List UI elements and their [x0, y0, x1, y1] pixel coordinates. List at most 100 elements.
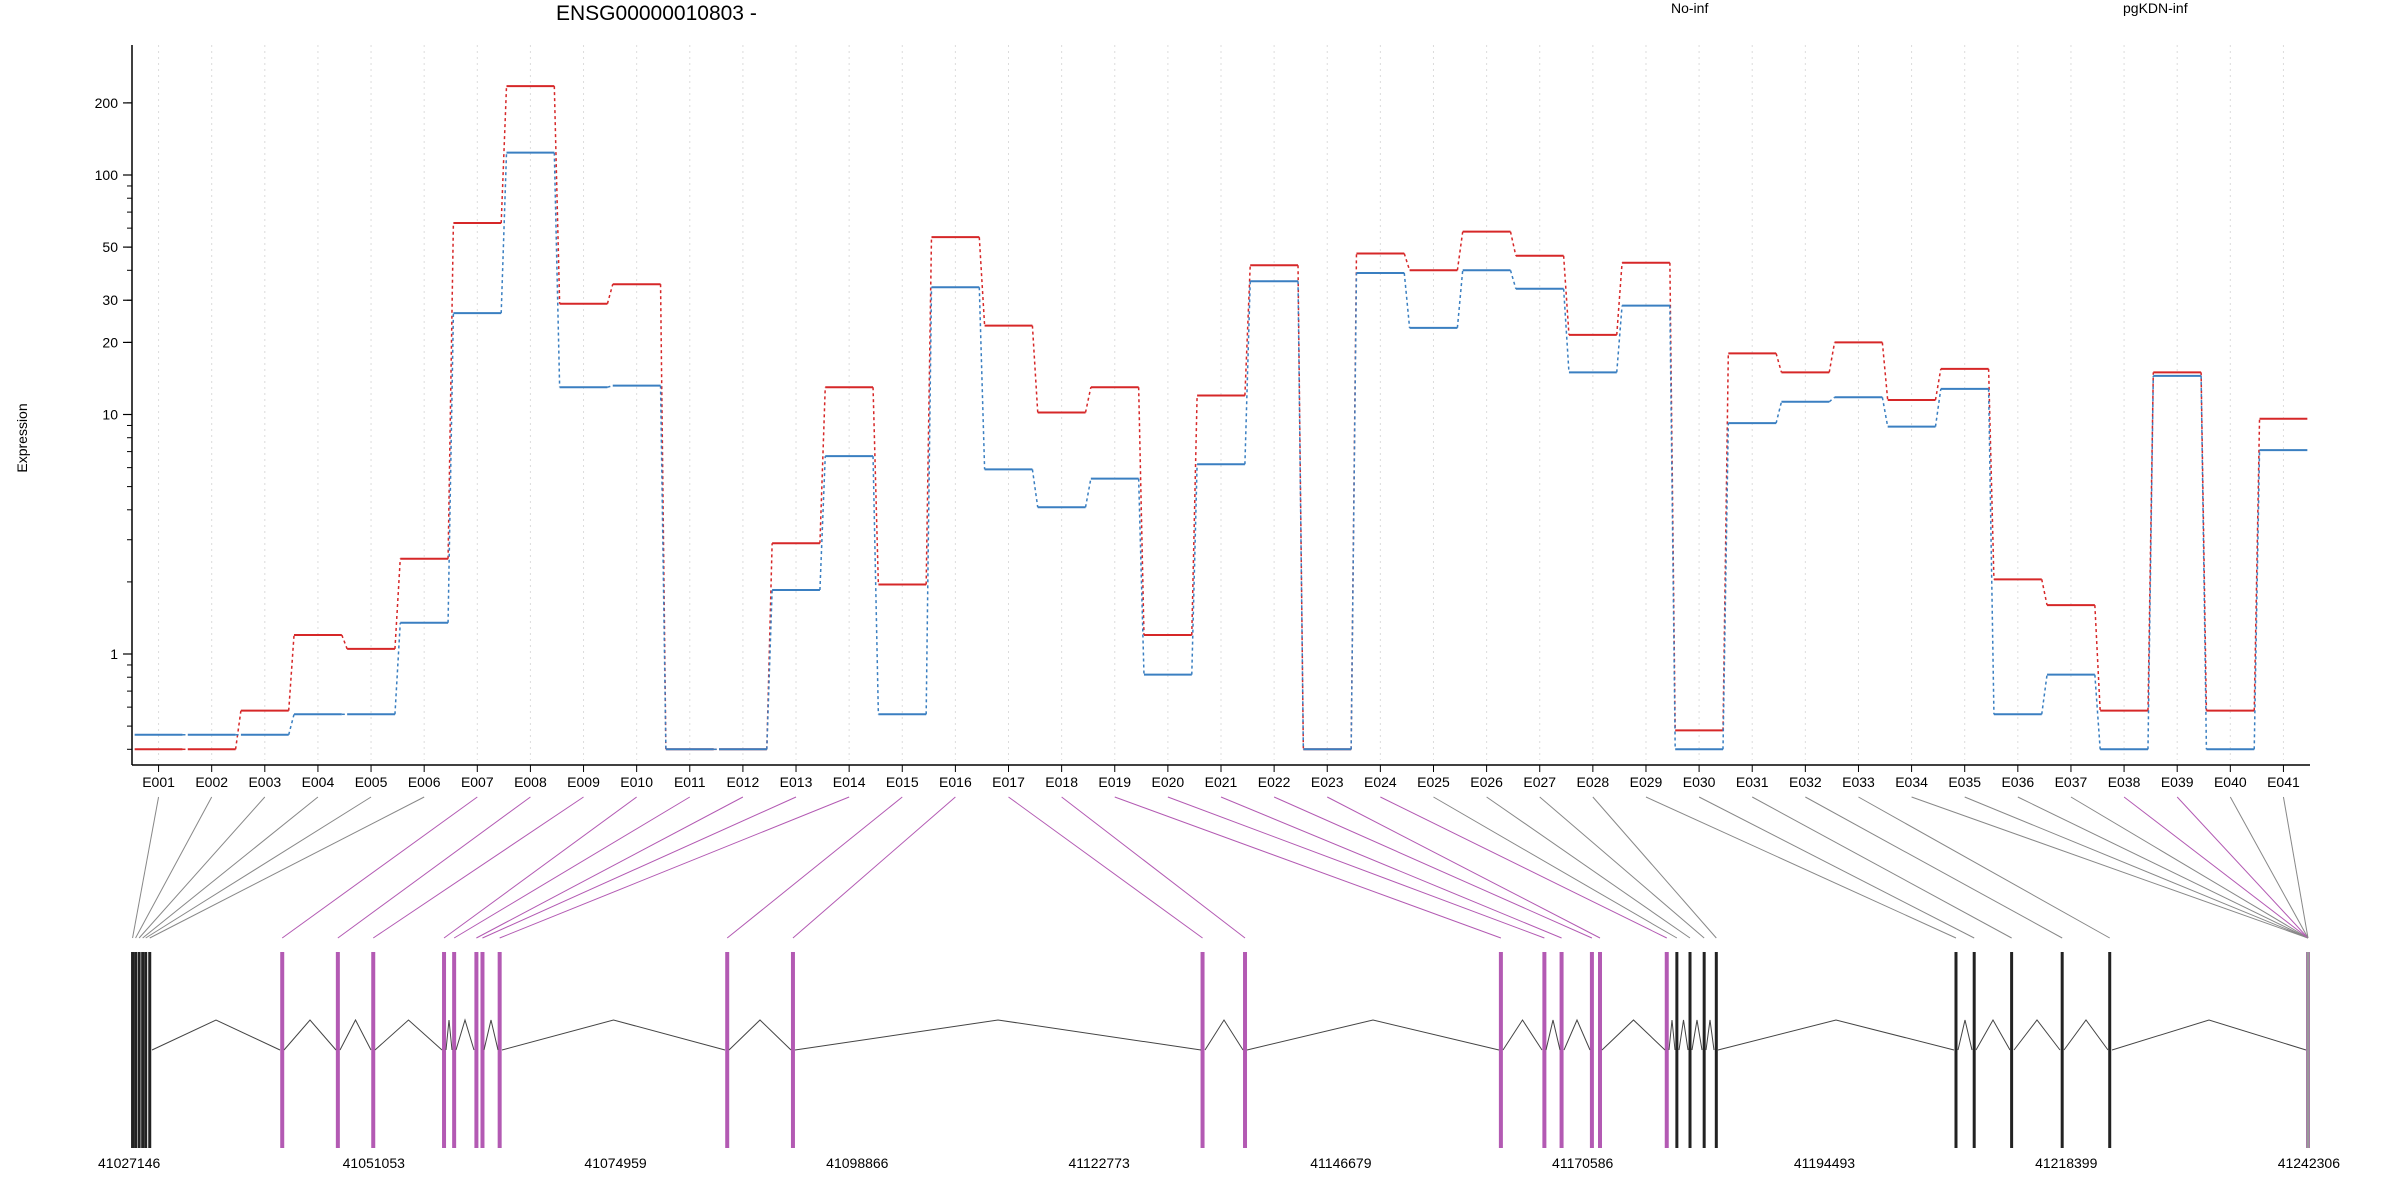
- exon-box-e001: [131, 952, 135, 1148]
- exon-box-e019: [1498, 952, 1503, 1148]
- chart-title: ENSG00000010803 -: [556, 2, 757, 25]
- series-1-connector: [1297, 281, 1305, 750]
- exon-connector-e004: [142, 796, 319, 939]
- series-0-connector: [606, 283, 614, 304]
- genomic-tick-label: 41074959: [584, 1155, 647, 1171]
- x-tick-label-e028: E028: [1577, 774, 1610, 790]
- series-1-connector: [1403, 272, 1411, 328]
- exon-connector-e038: [2123, 796, 2309, 939]
- exon-connector-e002: [135, 796, 213, 939]
- x-tick-label-e027: E027: [1523, 774, 1556, 790]
- exon-connector-e014: [499, 796, 850, 939]
- exon-box-e021: [1559, 952, 1564, 1148]
- exon-connector-e011: [453, 796, 691, 939]
- exon-box-e024: [1664, 952, 1669, 1148]
- series-1-connector: [1509, 270, 1517, 289]
- legend-item-no-inf: No-inf: [1671, 0, 1709, 16]
- series-0-connector: [872, 387, 880, 585]
- series-1-connector: [2040, 674, 2048, 715]
- series-0-connector: [1987, 368, 1995, 580]
- series-1-connector: [2200, 375, 2208, 750]
- exon-connector-e039: [2176, 796, 2309, 939]
- x-tick-label-e016: E016: [939, 774, 972, 790]
- exon-box-e008: [335, 952, 340, 1148]
- exon-box-e030: [1972, 952, 1976, 1148]
- series-1-connector: [1137, 478, 1145, 675]
- exon-box-e011: [452, 952, 457, 1148]
- series-0-connector: [1244, 265, 1251, 396]
- series-0-connector: [2200, 372, 2208, 711]
- exon-connector-e033: [1858, 796, 2110, 939]
- x-tick-label-e030: E030: [1683, 774, 1716, 790]
- exon-box-e029: [1954, 952, 1958, 1148]
- x-tick-label-e013: E013: [780, 774, 813, 790]
- exon-connector-e015: [726, 796, 903, 939]
- series-1-connector: [447, 313, 455, 623]
- intron-line: [1717, 1019, 1955, 1051]
- x-tick-label-e040: E040: [2214, 774, 2247, 790]
- series-0-connector: [925, 237, 933, 585]
- y-tick-label: 30: [102, 292, 118, 308]
- exon-connector-e040: [2229, 796, 2309, 939]
- series-1-connector: [978, 287, 986, 470]
- exon-box-e004: [141, 952, 145, 1148]
- exon-connector-e041: [2282, 796, 2309, 939]
- intron-line: [2063, 1019, 2109, 1051]
- intron-line: [1691, 1019, 1703, 1051]
- genomic-tick-label: 41218399: [2035, 1155, 2098, 1171]
- x-tick-label-e041: E041: [2267, 774, 2300, 790]
- x-tick-label-e021: E021: [1205, 774, 1238, 790]
- exon-connector-e032: [1805, 796, 2063, 939]
- x-tick-label-e034: E034: [1895, 774, 1928, 790]
- x-tick-label-e029: E029: [1630, 774, 1663, 790]
- series-0-connector: [1297, 265, 1305, 750]
- series-0-connector: [1137, 387, 1145, 636]
- intron-line: [1204, 1019, 1244, 1051]
- exon-connector-e030: [1698, 796, 1975, 939]
- series-0-connector: [553, 86, 561, 304]
- exon-box-e003: [137, 952, 141, 1148]
- exon-connector-e036: [2017, 796, 2309, 939]
- intron-line: [151, 1019, 281, 1051]
- exon-box-e023: [1598, 952, 1603, 1148]
- exon-connector-e021: [1220, 796, 1562, 939]
- series-1-connector: [1350, 272, 1358, 750]
- x-tick-label-e010: E010: [620, 774, 653, 790]
- exon-connector-e027: [1539, 796, 1705, 939]
- y-tick-label: 20: [102, 334, 118, 350]
- series-0-connector: [287, 634, 295, 711]
- intron-line: [1975, 1018, 2011, 1051]
- intron-line: [794, 1019, 1202, 1051]
- intron-line: [1563, 1018, 1591, 1051]
- x-tick-label-e003: E003: [248, 774, 281, 790]
- series-0-connector: [659, 284, 667, 750]
- series-0-connector: [1562, 255, 1570, 335]
- exon-box-e012: [474, 952, 479, 1148]
- x-tick-label-e004: E004: [302, 774, 335, 790]
- exon-connector-e012: [476, 796, 744, 939]
- x-tick-label-e036: E036: [2001, 774, 2034, 790]
- intron-line: [1957, 1019, 1973, 1051]
- exon-connector-e031: [1751, 796, 2012, 939]
- y-tick-label: 200: [95, 95, 119, 111]
- series-1-connector: [1987, 388, 1995, 715]
- series-0-connector: [978, 237, 986, 326]
- series-0-connector: [1191, 395, 1198, 636]
- series-1-connector: [659, 385, 667, 750]
- series-1-connector: [766, 589, 773, 750]
- exon-connector-e034: [1911, 796, 2309, 939]
- series-1-connector: [819, 456, 826, 591]
- exon-box-e014: [497, 952, 502, 1148]
- x-tick-label-e031: E031: [1736, 774, 1769, 790]
- x-tick-label-e015: E015: [886, 774, 919, 790]
- series-1-connector: [1669, 305, 1676, 750]
- exon-box-e033: [2108, 952, 2112, 1148]
- exon-connector-e023: [1327, 796, 1601, 939]
- genomic-tick-label: 41146679: [1310, 1155, 1371, 1171]
- exon-connector-e035: [1964, 796, 2309, 939]
- series-1-connector: [925, 287, 933, 715]
- exon-connector-e001: [132, 796, 160, 939]
- x-tick-label-e018: E018: [1045, 774, 1078, 790]
- intron-line: [1545, 1019, 1561, 1051]
- intron-line: [339, 1018, 372, 1051]
